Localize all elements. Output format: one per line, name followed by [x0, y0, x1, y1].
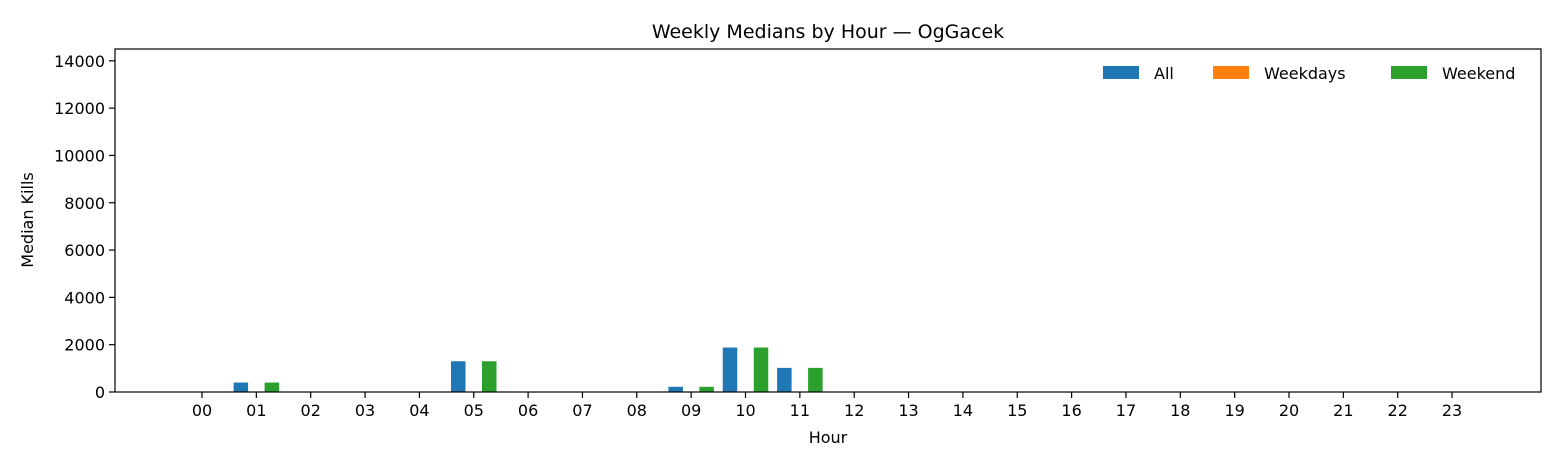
y-tick-label: 8000 — [64, 194, 105, 213]
y-axis: 0 2000 4000 6000 8000 10000 12000 14000 — [54, 52, 115, 402]
legend-label-weekdays: Weekdays — [1264, 64, 1346, 83]
x-tick-label: 09 — [681, 401, 701, 420]
legend-swatch-weekend — [1391, 66, 1427, 79]
x-tick-label: 04 — [409, 401, 429, 420]
x-tick-label: 13 — [898, 401, 918, 420]
x-tick-label: 22 — [1388, 401, 1408, 420]
plot-frame — [114, 48, 1542, 393]
x-tick-label: 21 — [1333, 401, 1353, 420]
x-tick-label: 16 — [1061, 401, 1081, 420]
bar-weekend-05 — [482, 361, 497, 392]
x-tick-label: 19 — [1224, 401, 1244, 420]
bar-weekend-10 — [753, 347, 769, 392]
x-tick-label: 14 — [953, 401, 973, 420]
bar-weekend-09 — [699, 386, 714, 392]
y-tick-label: 0 — [95, 383, 105, 402]
x-tick-label: 15 — [1007, 401, 1027, 420]
x-tick-label: 07 — [572, 401, 592, 420]
legend-swatch-weekdays — [1213, 66, 1249, 79]
x-tick-label: 01 — [246, 401, 266, 420]
y-tick-label: 4000 — [64, 288, 105, 307]
bar-weekend-11 — [808, 367, 823, 392]
x-tick-label: 08 — [627, 401, 647, 420]
legend-swatch-all — [1103, 66, 1139, 79]
bar-all-01 — [233, 382, 249, 392]
x-tick-label: 00 — [192, 401, 212, 420]
chart-title: Weekly Medians by Hour — OgGacek — [652, 21, 1004, 43]
bar-all-11 — [777, 367, 792, 392]
x-tick-label: 12 — [844, 401, 864, 420]
y-tick-label: 6000 — [64, 241, 105, 260]
x-tick-label: 03 — [355, 401, 375, 420]
legend: All Weekdays Weekend — [1103, 64, 1515, 83]
bar-all-05 — [451, 361, 466, 392]
x-tick-label: 23 — [1442, 401, 1462, 420]
x-tick-label: 18 — [1170, 401, 1190, 420]
bar-all-09 — [668, 386, 683, 392]
legend-label-weekend: Weekend — [1442, 64, 1515, 83]
legend-label-all: All — [1154, 64, 1174, 83]
y-axis-label: Median Kills — [18, 172, 37, 267]
bars-layer — [233, 347, 823, 392]
x-tick-label: 05 — [464, 401, 484, 420]
x-tick-label: 11 — [790, 401, 810, 420]
y-tick-label: 2000 — [64, 336, 105, 355]
x-tick-label: 17 — [1116, 401, 1136, 420]
y-tick-label: 14000 — [54, 52, 105, 71]
y-tick-label: 12000 — [54, 99, 105, 118]
x-tick-label: 02 — [301, 401, 321, 420]
y-tick-label: 10000 — [54, 146, 105, 165]
x-axis-label: Hour — [809, 428, 848, 447]
x-axis: 00 01 02 03 04 05 06 07 08 09 10 11 12 13 14 15 16 17 18 19… — [192, 392, 1462, 420]
bar-weekend-01 — [264, 382, 280, 392]
bar-all-10 — [722, 347, 738, 392]
x-tick-label: 20 — [1279, 401, 1299, 420]
x-tick-label: 10 — [735, 401, 755, 420]
x-tick-label: 06 — [518, 401, 538, 420]
